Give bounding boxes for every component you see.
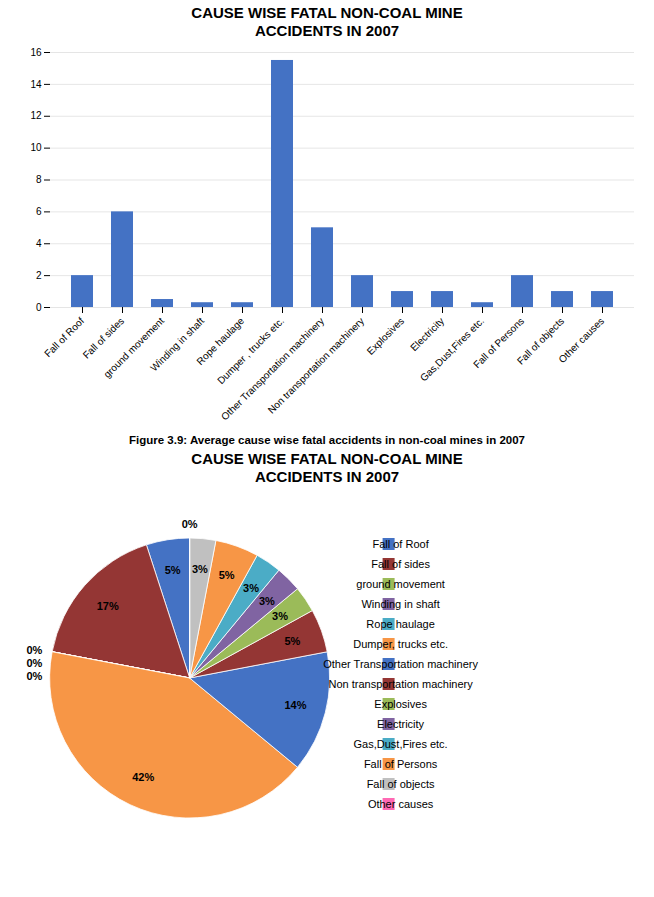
svg-text:17%: 17% xyxy=(97,600,119,612)
html-text:CAUSE WISE FATAL NON-COAL MINE: CAUSE WISE FATAL NON-COAL MINE ACCIDENTS… xyxy=(191,4,463,39)
svg-text:0%: 0% xyxy=(26,644,42,656)
svg-text:10: 10 xyxy=(30,142,42,153)
svg-text:16: 16 xyxy=(30,47,42,58)
svg-text:Fall of objects: Fall of objects xyxy=(514,315,567,367)
svg-text:3%: 3% xyxy=(192,563,208,575)
svg-text:Gas,Dust,Fires etc.: Gas,Dust,Fires etc. xyxy=(354,738,448,750)
html-text:Figure 3.9: Average cause wise: Figure 3.9: Average cause wise fatal acc… xyxy=(129,434,525,446)
svg-text:5%: 5% xyxy=(284,635,300,647)
svg-text:14%: 14% xyxy=(284,699,306,711)
svg-text:Winding in shaft: Winding in shaft xyxy=(148,315,206,373)
svg-text:Other Transportation machinery: Other Transportation machinery xyxy=(219,315,327,423)
svg-text:Fall of sides: Fall of sides xyxy=(80,315,127,361)
svg-text:Other causes: Other causes xyxy=(368,798,434,810)
svg-text:3%: 3% xyxy=(272,610,288,622)
svg-text:Winding in shaft: Winding in shaft xyxy=(361,598,439,610)
svg-text:Non transportation machinery: Non transportation machinery xyxy=(328,678,473,690)
svg-text:Dumper , trucks etc.: Dumper , trucks etc. xyxy=(215,315,286,386)
html-text:CAUSE WISE FATAL NON-COAL MINE: CAUSE WISE FATAL NON-COAL MINE ACCIDENTS… xyxy=(191,450,463,485)
svg-text:Electricity: Electricity xyxy=(408,315,446,353)
svg-text:Gas,Dust,Fires etc.: Gas,Dust,Fires etc. xyxy=(418,315,486,383)
svg-text:Fall of Persons: Fall of Persons xyxy=(471,315,527,371)
svg-text:Other Transportation machinery: Other Transportation machinery xyxy=(323,658,478,670)
svg-text:12: 12 xyxy=(30,110,42,121)
svg-text:Electricity: Electricity xyxy=(377,718,425,730)
svg-text:Dumper, trucks etc.: Dumper, trucks etc. xyxy=(353,638,448,650)
svg-text:Explosives: Explosives xyxy=(374,698,427,710)
svg-text:0%: 0% xyxy=(182,518,198,530)
svg-text:ground movement: ground movement xyxy=(356,578,445,590)
svg-text:5%: 5% xyxy=(165,564,181,576)
svg-text:Rope haulage: Rope haulage xyxy=(194,315,247,367)
svg-text:5%: 5% xyxy=(219,569,235,581)
svg-text:Other causes: Other causes xyxy=(556,315,606,365)
svg-text:Explosives: Explosives xyxy=(365,315,407,357)
svg-text:Rope haulage: Rope haulage xyxy=(366,618,435,630)
svg-text:Fall of Roof: Fall of Roof xyxy=(372,538,429,550)
svg-text:2: 2 xyxy=(36,270,42,281)
svg-text:3%: 3% xyxy=(259,595,275,607)
svg-text:0%: 0% xyxy=(26,657,42,669)
svg-text:Fall of Roof: Fall of Roof xyxy=(42,315,87,360)
svg-text:3%: 3% xyxy=(243,582,259,594)
svg-text:Fall of sides: Fall of sides xyxy=(371,558,430,570)
svg-text:14: 14 xyxy=(30,79,42,90)
svg-text:Fall of Persons: Fall of Persons xyxy=(364,758,438,770)
svg-text:ground movement: ground movement xyxy=(101,315,167,380)
svg-text:6: 6 xyxy=(36,206,42,217)
svg-text:Fall of objects: Fall of objects xyxy=(367,778,435,790)
svg-text:8: 8 xyxy=(36,174,42,185)
svg-text:0: 0 xyxy=(36,302,42,313)
svg-text:42%: 42% xyxy=(132,771,154,783)
svg-text:Non transportation machinery: Non transportation machinery xyxy=(266,315,367,416)
svg-text:4: 4 xyxy=(36,238,42,249)
svg-text:0%: 0% xyxy=(26,670,42,682)
